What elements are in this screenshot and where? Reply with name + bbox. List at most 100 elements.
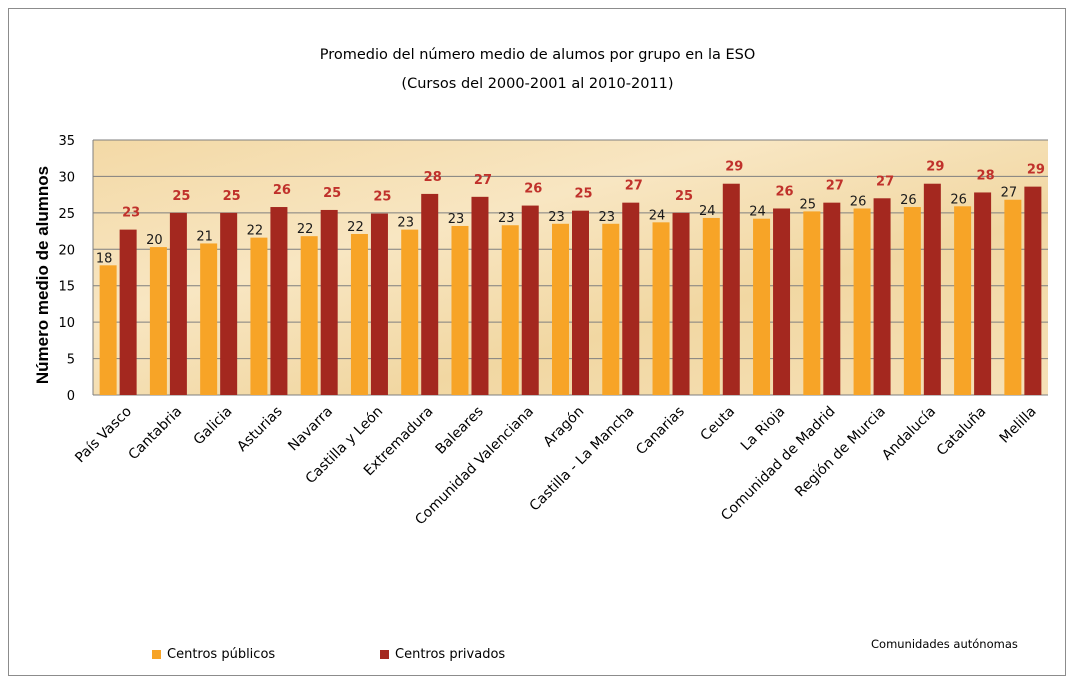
data-label-publicos: 23 <box>598 210 615 225</box>
x-axis-title: Comunidades autónomas <box>871 637 1018 651</box>
data-label-privados: 28 <box>977 168 995 183</box>
bar-publicos <box>803 211 821 395</box>
chart-title: Promedio del número medio de alumos por … <box>319 47 756 63</box>
data-label-privados: 27 <box>876 174 894 189</box>
bar-privados <box>119 229 137 395</box>
bar-privados <box>773 208 791 395</box>
x-tick-label-castilla-la-mancha: Castilla - La Mancha <box>527 404 638 515</box>
data-label-privados: 29 <box>725 160 743 175</box>
data-label-privados: 25 <box>323 186 341 201</box>
x-tick-label-asturias: Asturias <box>234 404 285 455</box>
chart-subtitle: (Cursos del 2000-2001 al 2010-2011) <box>401 76 674 92</box>
legend-item-publicos: Centros públicos <box>152 647 275 662</box>
data-label-publicos: 23 <box>548 210 565 225</box>
data-label-publicos: 23 <box>448 212 465 227</box>
bar-privados <box>270 207 288 395</box>
bar-publicos <box>954 206 972 395</box>
data-label-privados: 23 <box>122 206 140 221</box>
x-tick-label-galicia: Galicia <box>191 404 236 449</box>
legend-label-publicos: Centros públicos <box>167 647 276 662</box>
data-label-privados: 29 <box>926 160 944 175</box>
data-label-publicos: 18 <box>96 251 113 266</box>
bar-publicos <box>702 217 720 395</box>
bar-privados <box>974 192 992 395</box>
bar-publicos <box>903 207 921 395</box>
legend-swatch-privados <box>380 650 389 659</box>
bar-privados <box>320 209 338 395</box>
y-tick-label: 15 <box>58 280 75 295</box>
x-tick-label-pais-vasco: País Vasco <box>72 404 135 467</box>
data-label-publicos: 26 <box>850 194 867 209</box>
y-tick-label: 35 <box>58 134 75 149</box>
bar-publicos <box>652 222 670 395</box>
bar-privados <box>572 210 589 395</box>
x-tick-label-cataluna: Cataluña <box>934 404 990 460</box>
legend-swatch-publicos <box>152 650 161 659</box>
bar-privados <box>873 198 891 395</box>
x-tick-label-navarra: Navarra <box>285 404 336 455</box>
y-tick-label: 30 <box>58 170 75 185</box>
x-tick-label-la-rioja: La Rioja <box>738 404 789 455</box>
x-tick-label-andalucia: Andalucía <box>879 404 939 464</box>
data-label-privados: 27 <box>474 173 492 188</box>
bar-publicos <box>602 223 620 395</box>
bar-publicos <box>200 243 218 395</box>
data-label-publicos: 21 <box>196 229 213 244</box>
x-tick-label-melilla: Melilla <box>997 404 1040 447</box>
bar-privados <box>722 183 740 395</box>
data-label-privados: 27 <box>625 179 643 194</box>
data-label-privados: 25 <box>675 189 693 204</box>
data-label-publicos: 24 <box>749 205 766 220</box>
bar-publicos <box>149 247 167 395</box>
bar-publicos <box>401 229 419 395</box>
bar-privados <box>923 183 941 395</box>
y-tick-label: 25 <box>58 207 75 222</box>
bar-privados <box>622 202 640 395</box>
x-tick-label-aragon: Aragón <box>540 404 587 451</box>
bar-privados <box>169 212 187 395</box>
data-label-publicos: 22 <box>297 222 314 237</box>
bar-privados <box>370 213 388 395</box>
bar-publicos <box>250 237 268 395</box>
bar-publicos <box>853 208 871 395</box>
data-label-privados: 25 <box>373 190 391 205</box>
bar-publicos <box>99 265 117 395</box>
data-label-publicos: 26 <box>950 192 967 207</box>
bar-privados <box>471 196 489 395</box>
data-label-publicos: 24 <box>699 204 716 219</box>
data-label-publicos: 26 <box>900 193 917 208</box>
bar-publicos <box>552 223 569 395</box>
data-label-privados: 29 <box>1027 163 1045 178</box>
bar-privados <box>823 202 841 395</box>
data-label-privados: 27 <box>826 179 844 194</box>
bar-privados <box>220 212 238 395</box>
legend-label-privados: Centros privados <box>395 647 506 662</box>
data-label-privados: 25 <box>223 189 241 204</box>
bar-publicos <box>753 218 771 395</box>
data-label-publicos: 24 <box>649 208 666 223</box>
data-label-publicos: 20 <box>146 233 163 248</box>
y-tick-label: 0 <box>67 389 75 404</box>
data-label-publicos: 23 <box>498 211 515 226</box>
data-label-privados: 26 <box>776 184 794 199</box>
x-tick-label-ceuta: Ceuta <box>698 404 739 445</box>
bar-publicos <box>1004 199 1022 395</box>
bar-privados <box>672 212 690 395</box>
data-label-publicos: 27 <box>1001 186 1018 201</box>
data-label-privados: 26 <box>524 182 542 197</box>
data-label-publicos: 25 <box>800 197 817 212</box>
data-label-privados: 28 <box>424 170 442 185</box>
bar-privados <box>421 193 439 395</box>
data-label-publicos: 22 <box>247 224 264 239</box>
bar-privados <box>1024 186 1042 395</box>
bar-publicos <box>451 225 469 395</box>
y-tick-label: 20 <box>58 243 75 258</box>
data-label-publicos: 23 <box>397 216 414 231</box>
y-tick-label: 10 <box>58 316 75 331</box>
data-label-privados: 26 <box>273 183 291 198</box>
y-tick-label: 5 <box>67 353 75 368</box>
data-label-publicos: 22 <box>347 220 364 235</box>
bar-publicos <box>501 225 519 395</box>
x-tick-label-canarias: Canarias <box>633 404 688 459</box>
